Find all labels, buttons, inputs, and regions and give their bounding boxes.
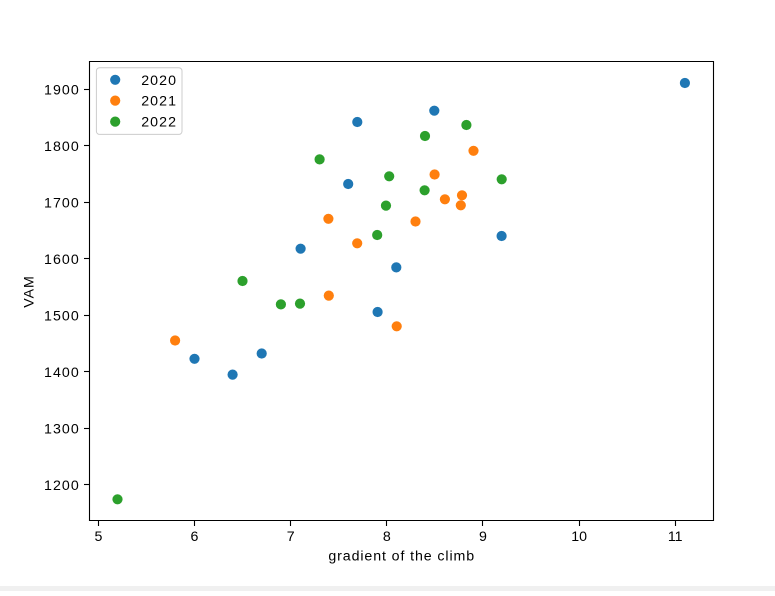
svg-text:9: 9	[479, 529, 487, 545]
svg-text:1600: 1600	[44, 252, 80, 268]
svg-text:2021: 2021	[141, 94, 177, 110]
svg-text:11: 11	[668, 529, 683, 545]
svg-text:2022: 2022	[141, 115, 177, 131]
svg-text:10: 10	[571, 529, 587, 545]
svg-text:1200: 1200	[44, 478, 80, 494]
svg-text:5: 5	[94, 529, 102, 545]
svg-text:VAM: VAM	[22, 275, 38, 308]
svg-text:6: 6	[191, 529, 199, 545]
svg-text:8: 8	[383, 529, 391, 545]
svg-text:2020: 2020	[141, 73, 177, 89]
svg-text:1300: 1300	[44, 421, 80, 437]
svg-text:1400: 1400	[44, 365, 80, 381]
svg-text:1500: 1500	[44, 308, 80, 324]
svg-text:1800: 1800	[44, 139, 80, 155]
svg-text:1900: 1900	[44, 83, 80, 99]
svg-text:gradient of the climb: gradient of the climb	[328, 549, 475, 565]
svg-text:1700: 1700	[44, 196, 80, 212]
svg-text:7: 7	[287, 529, 295, 545]
